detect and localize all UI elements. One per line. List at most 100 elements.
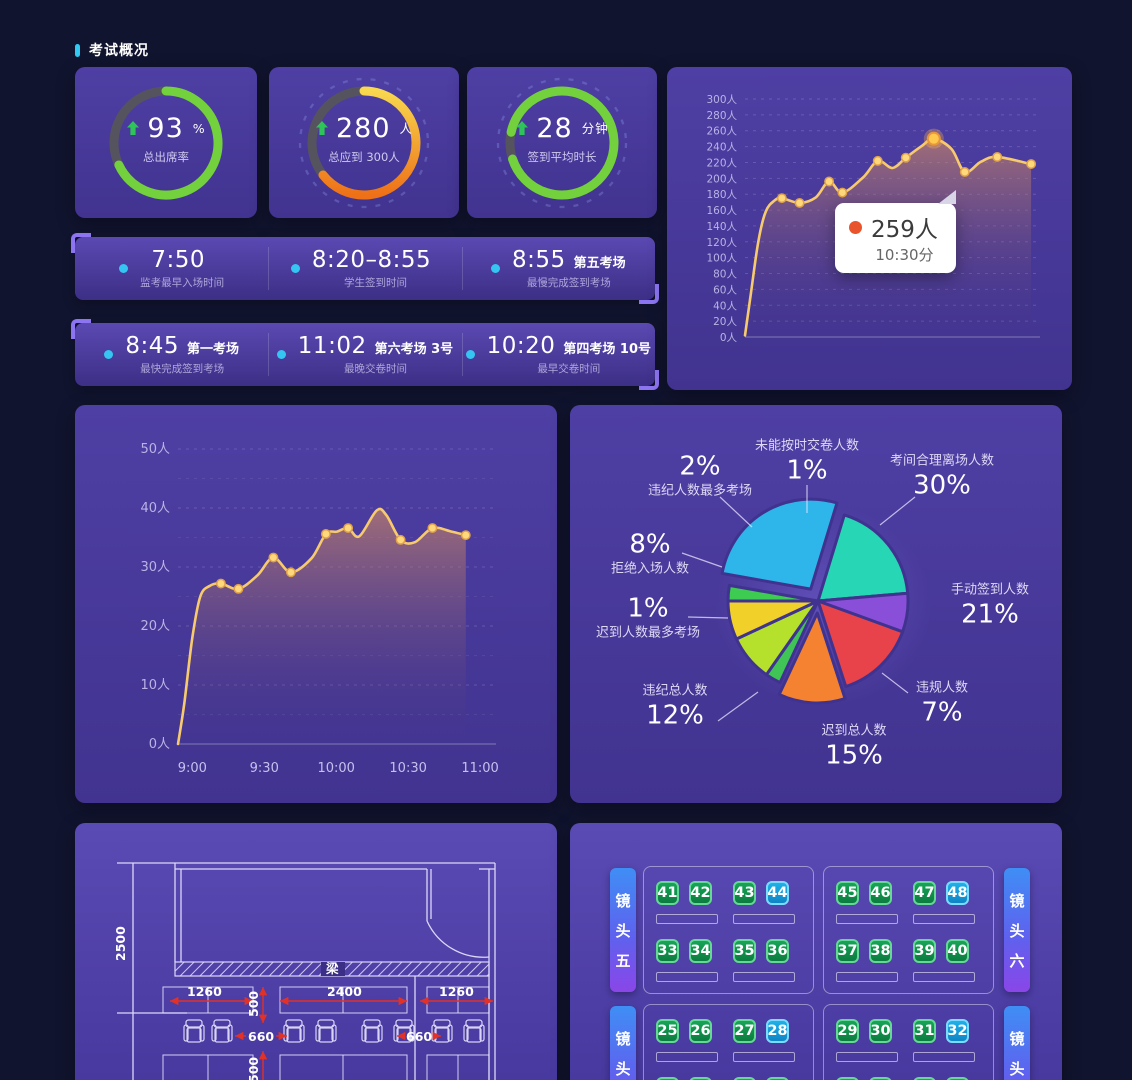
seat[interactable]: 31 <box>913 1019 936 1043</box>
desk-row-2 <box>162 1054 490 1080</box>
svg-text:50人: 50人 <box>140 442 170 457</box>
desk <box>913 972 975 982</box>
svg-text:1260: 1260 <box>439 984 474 999</box>
seat[interactable]: 33 <box>656 939 679 963</box>
svg-text:300人: 300人 <box>706 94 737 106</box>
chair-row-1 <box>183 1019 485 1043</box>
gauge-card-avg-signin-time: 28 分钟 签到平均时长 <box>467 67 657 218</box>
seat[interactable]: 25 <box>656 1019 679 1043</box>
seat[interactable]: 32 <box>946 1019 969 1043</box>
bullet-dot-icon <box>290 264 300 273</box>
pie-slice-name: 迟到总人数 <box>821 723 887 739</box>
bullet-dot-icon <box>490 264 500 273</box>
seat[interactable]: 43 <box>733 881 756 905</box>
svg-text:0人: 0人 <box>720 332 738 344</box>
camera-label: 镜头七 <box>610 1006 636 1080</box>
svg-text:60人: 60人 <box>713 284 737 296</box>
desk <box>913 1052 975 1062</box>
svg-text:500: 500 <box>246 1057 261 1080</box>
seat[interactable]: 35 <box>733 939 756 963</box>
pie-slice-name: 手动签到人数 <box>950 582 1030 598</box>
camera-label: 镜头八 <box>1004 1006 1030 1080</box>
seat[interactable]: 29 <box>836 1019 859 1043</box>
stat-cell-slowest-room: 8:55 第五考场 最慢完成签到考场 <box>461 237 655 300</box>
svg-text:660: 660 <box>248 1029 274 1044</box>
svg-text:260人: 260人 <box>706 126 737 138</box>
svg-text:220人: 220人 <box>706 157 737 169</box>
stat-cell-latest-submit: 11:02 第六考场 3号 最晚交卷时间 <box>268 323 461 386</box>
pie-label: 未能按时交卷人数 1% <box>755 439 859 488</box>
desk <box>733 1052 795 1062</box>
svg-text:160人: 160人 <box>706 205 737 217</box>
svg-text:0人: 0人 <box>149 737 170 752</box>
pie-slice-name: 违规人数 <box>915 680 969 696</box>
seat[interactable]: 40 <box>946 939 969 963</box>
pie-slice-name: 违纪总人数 <box>642 683 708 699</box>
svg-text:2500: 2500 <box>113 926 128 961</box>
pie-label: 违纪总人数 12% <box>642 684 707 733</box>
stat-row-times-1: 7:50 监考最早入场时间 8:20–8:55 学生签到时间 8:55 第五考场 … <box>71 233 659 304</box>
desk <box>733 914 795 924</box>
pie-slice[interactable] <box>816 513 910 603</box>
svg-text:2400: 2400 <box>327 984 362 999</box>
pie-slice[interactable] <box>816 599 905 689</box>
pie-slice-pct: 2% <box>679 451 721 482</box>
svg-text:40人: 40人 <box>713 300 737 312</box>
seat[interactable]: 41 <box>656 881 679 905</box>
category-pie-chart[interactable] <box>570 405 1062 803</box>
seat[interactable]: 37 <box>836 939 859 963</box>
tooltip-value: 259人 <box>871 217 938 243</box>
seat[interactable]: 28 <box>766 1019 789 1043</box>
pie-slice-pct: 1% <box>786 455 828 486</box>
svg-text:500: 500 <box>246 991 261 1017</box>
bullet-dot-icon <box>276 350 286 359</box>
svg-text:40人: 40人 <box>140 501 170 516</box>
seat[interactable]: 36 <box>766 939 789 963</box>
pie-label: 手动签到人数 21% <box>951 583 1029 632</box>
svg-text:660: 660 <box>406 1029 432 1044</box>
seat[interactable]: 34 <box>689 939 712 963</box>
svg-text:180人: 180人 <box>706 189 737 201</box>
seat[interactable]: 38 <box>869 939 892 963</box>
svg-text:120人: 120人 <box>706 237 737 249</box>
seat[interactable]: 30 <box>869 1019 892 1043</box>
svg-text:200人: 200人 <box>706 173 737 185</box>
stat-label: 最晚交卷时间 <box>343 363 407 375</box>
svg-text:30人: 30人 <box>140 560 170 575</box>
pie-label: 8% 拒绝入场人数 <box>611 529 689 578</box>
attendance-trend-card: 0人 20人 40人 60人 80人 100人 120人 140人 160人 180人 200人 22… <box>667 67 1072 390</box>
pie-slice[interactable] <box>777 611 847 705</box>
seat[interactable]: 45 <box>836 881 859 905</box>
pie-slice[interactable] <box>726 599 820 641</box>
pie-label: 1% 迟到人数最多考场 <box>596 593 700 642</box>
seat[interactable]: 44 <box>766 881 789 905</box>
floorplan-card: 2500 梁 <box>75 823 557 1080</box>
gauge-card-checked-in: 280 人 总应到 300人 <box>269 67 459 218</box>
camera-label: 镜头六 <box>1004 868 1030 992</box>
seat[interactable]: 46 <box>869 881 892 905</box>
svg-text:140人: 140人 <box>706 221 737 233</box>
svg-text:20人: 20人 <box>140 619 170 634</box>
seat[interactable]: 27 <box>733 1019 756 1043</box>
avg-signin-gauge <box>496 77 628 209</box>
pie-slice-name: 违纪人数最多考场 <box>647 483 753 499</box>
pie-slice-name: 迟到人数最多考场 <box>595 625 701 641</box>
seat[interactable]: 39 <box>913 939 936 963</box>
pie-label: 考间合理离场人数 30% <box>890 454 994 503</box>
stat-time: 8:45 <box>125 333 179 359</box>
desk <box>913 914 975 924</box>
seat[interactable]: 48 <box>946 881 969 905</box>
seat[interactable]: 42 <box>689 881 712 905</box>
pie-slice[interactable] <box>720 497 839 591</box>
svg-text:100人: 100人 <box>706 253 737 265</box>
stat-time: 8:55 <box>511 247 566 273</box>
seat[interactable]: 26 <box>689 1019 712 1043</box>
seat-group: 41 42 43 44 33 34 35 36 <box>643 866 814 994</box>
pie-slice-pct: 8% <box>629 529 671 560</box>
stat-label: 最快完成签到考场 <box>140 363 225 375</box>
people-trend-chart[interactable]: 0人 10人 20人 30人 40人 50人 9:00 9:30 10:00 10:30 11:00 <box>75 405 557 803</box>
svg-text:11:00: 11:00 <box>461 761 498 776</box>
stat-cell-earliest-submit: 10:20 第四考场 10号 最早交卷时间 <box>461 323 655 386</box>
svg-text:10:30: 10:30 <box>389 761 426 776</box>
seat[interactable]: 47 <box>913 881 936 905</box>
